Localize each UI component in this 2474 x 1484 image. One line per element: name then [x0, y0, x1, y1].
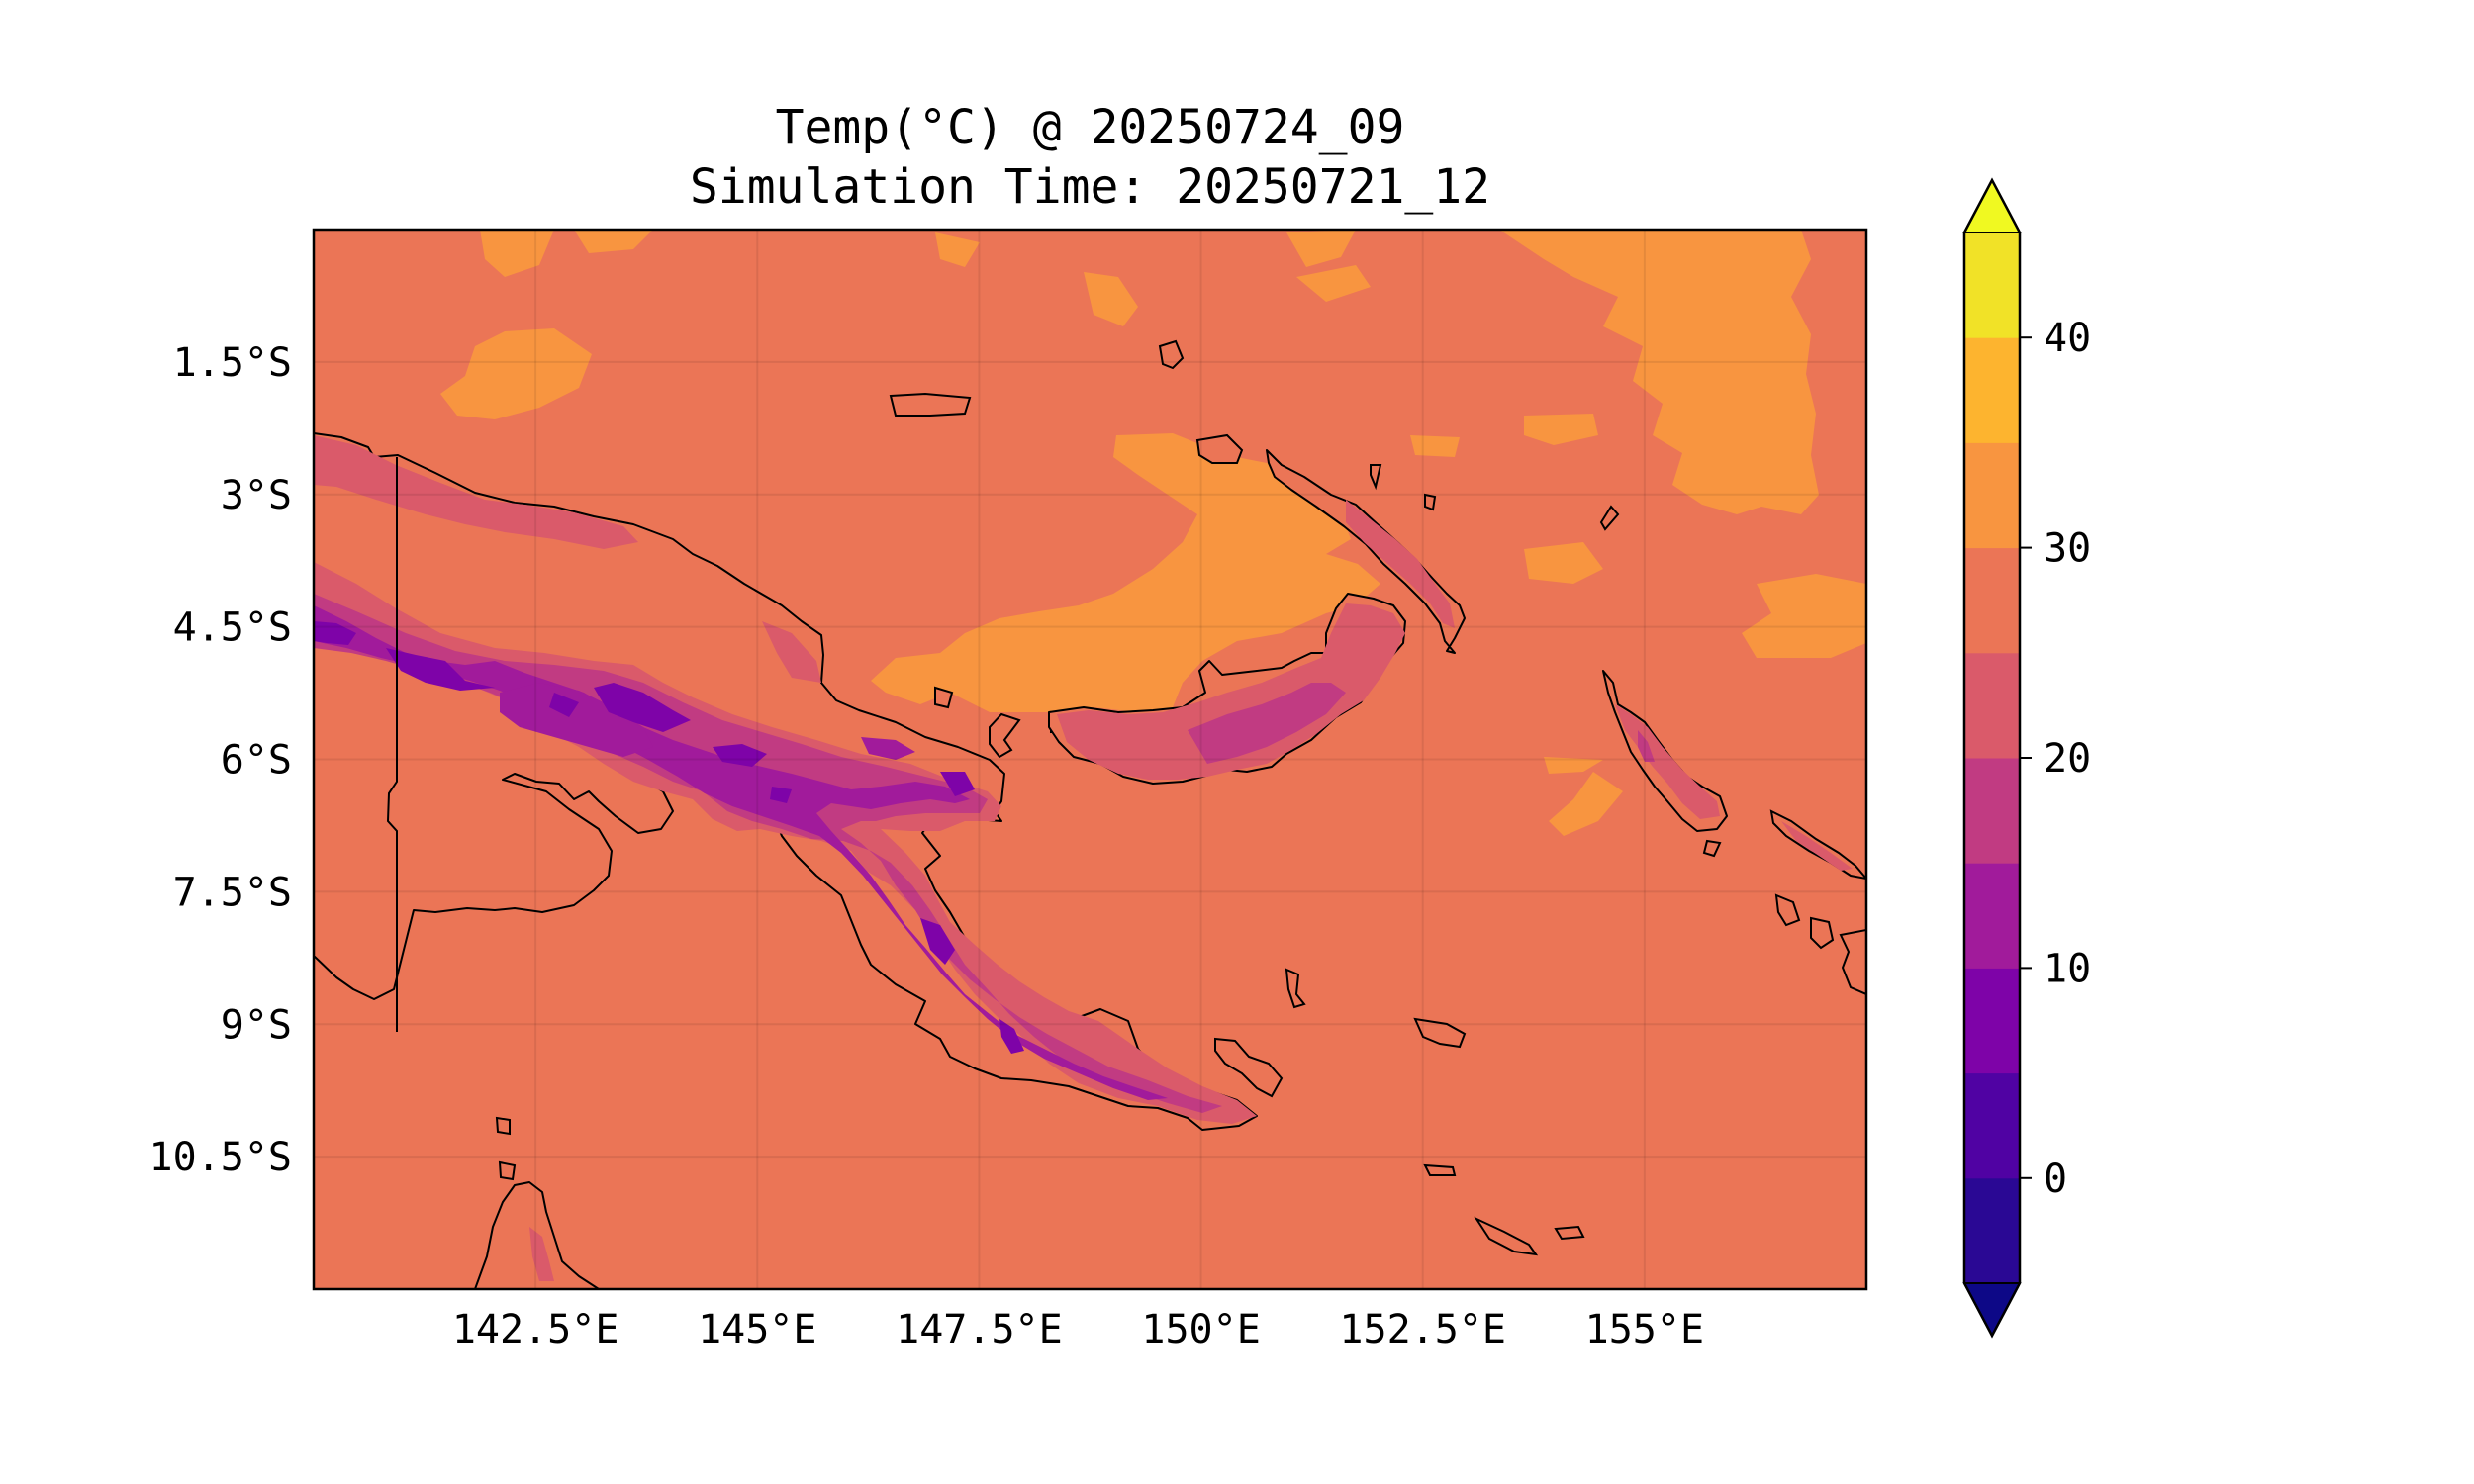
- lon-tick-label: 147.5°E: [896, 1307, 1063, 1352]
- country-border: [386, 457, 398, 1032]
- lon-tick-label: 150°E: [1141, 1307, 1260, 1352]
- temperature-fill-15-20: [314, 594, 1655, 1113]
- colorbar-tick-label: 30: [2044, 526, 2091, 572]
- colorbar-extend-under: [1962, 1282, 2022, 1339]
- colorbar-segment: [1964, 547, 2020, 654]
- latitude-axis: 1.5°S 3°S 4.5°S 6°S 7.5°S 9°S 10.5°S: [149, 340, 293, 1180]
- island: [1214, 1037, 1284, 1098]
- map-subtitle: Simulation Time: 20250721_12: [689, 159, 1491, 215]
- island: [1599, 505, 1620, 531]
- island: [495, 1116, 511, 1136]
- island: [1424, 493, 1437, 511]
- island: [1423, 1163, 1457, 1176]
- temperature-fill-5-10: [314, 621, 1024, 1054]
- island: [1370, 464, 1382, 491]
- island: [1195, 433, 1244, 464]
- colorbar-segment: [1964, 442, 2020, 549]
- colorbar-tick-label: 20: [2044, 736, 2091, 782]
- colorbar-segment: [1964, 758, 2020, 864]
- lon-tick-label: 145°E: [698, 1307, 816, 1352]
- colorbar-segment: [1964, 968, 2020, 1074]
- map-frame: [312, 228, 1868, 1291]
- lat-tick-label: 9°S: [221, 1002, 292, 1048]
- colorbar-tick-label: 40: [2044, 316, 2091, 361]
- island: [1158, 339, 1185, 370]
- colorbar-segment: [1964, 1072, 2020, 1179]
- colorbar-segment: [1964, 232, 2020, 338]
- colorbar-segment: [1964, 1177, 2020, 1284]
- island: [1839, 928, 1866, 996]
- island: [1554, 1225, 1585, 1241]
- lon-tick-label: 142.5°E: [452, 1307, 619, 1352]
- map-area: [314, 230, 1866, 1289]
- lat-tick-label: 7.5°S: [173, 870, 292, 915]
- map-title: Temp(°C) @ 20250724_09: [775, 100, 1405, 155]
- lon-tick-label: 155°E: [1585, 1307, 1704, 1352]
- island: [1285, 968, 1306, 1009]
- island: [989, 712, 1021, 759]
- island: [498, 1160, 517, 1181]
- temperature-fill-30-35: [440, 230, 1866, 836]
- island: [934, 686, 954, 709]
- colorbar: 0 10 20 30 40: [1962, 177, 2091, 1339]
- lat-tick-label: 4.5°S: [173, 605, 292, 651]
- lat-tick-label: 6°S: [221, 738, 292, 784]
- island: [1810, 916, 1835, 950]
- island: [1474, 1216, 1539, 1256]
- colorbar-extend-over: [1962, 177, 2022, 233]
- island: [1774, 893, 1801, 927]
- gridlines: [314, 230, 1866, 1289]
- island: [1702, 839, 1722, 858]
- lat-tick-label: 1.5°S: [173, 340, 292, 386]
- colorbar-segment: [1964, 337, 2020, 443]
- lat-tick-label: 3°S: [221, 473, 292, 518]
- colorbar-segment: [1964, 863, 2020, 969]
- lon-tick-label: 152.5°E: [1339, 1307, 1506, 1352]
- lat-tick-label: 10.5°S: [149, 1135, 293, 1180]
- new-ireland-island: [1266, 449, 1466, 654]
- island: [889, 392, 972, 417]
- colorbar-segment: [1964, 652, 2020, 759]
- colorbar-tick-label: 10: [2044, 946, 2091, 991]
- island: [1413, 1017, 1467, 1049]
- colorbar-outline: [1962, 177, 2022, 1339]
- longitude-axis: 142.5°E 145°E 147.5°E 150°E 152.5°E 155°E: [452, 1307, 1704, 1352]
- colorbar-tick-label: 0: [2044, 1157, 2067, 1202]
